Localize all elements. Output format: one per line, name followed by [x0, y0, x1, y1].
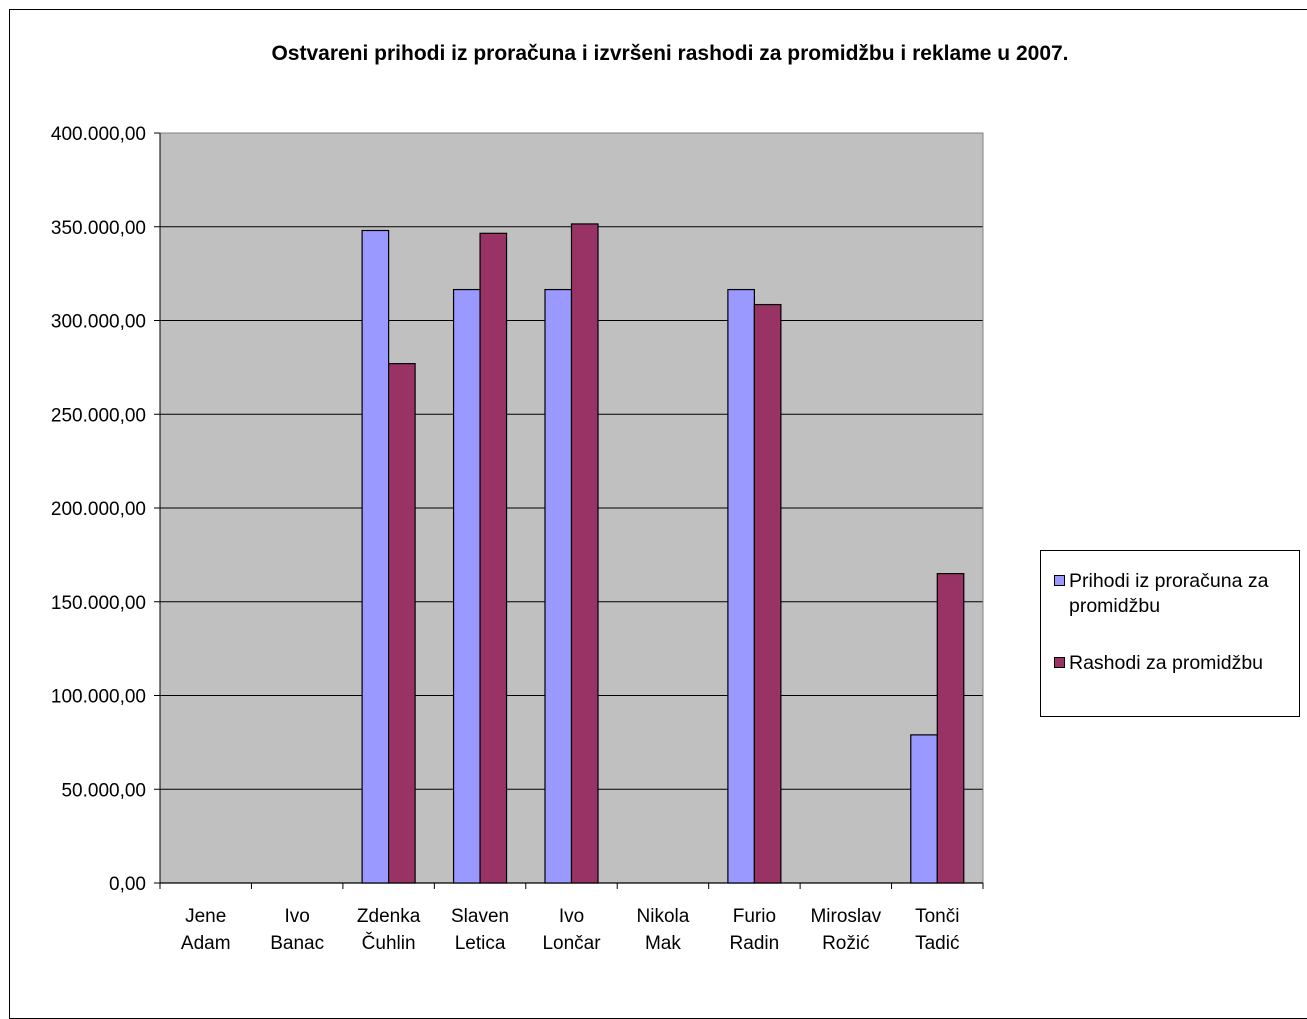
legend-item-rashodi: Rashodi za promidžbu [1054, 651, 1294, 676]
legend-item-prihodi: Prihodi iz proračuna za promidžbu [1054, 569, 1294, 619]
x-tick-label: Lončar [542, 933, 601, 954]
bar-rashodi [388, 363, 416, 884]
bar-rashodi [936, 573, 965, 884]
legend-swatch-prihodi [1054, 575, 1065, 586]
x-tick-label: Tonči [915, 906, 959, 927]
x-tick-label: Mak [645, 933, 681, 954]
bar-prihodi [361, 229, 390, 884]
x-tick-label: Tadić [915, 933, 959, 954]
x-tick-label: Jene [185, 906, 226, 927]
x-tick-label: Furio [733, 906, 776, 927]
bar-prihodi [727, 288, 755, 884]
x-tick-label: Slaven [451, 906, 509, 927]
x-tick-label: Miroslav [810, 906, 881, 927]
y-tick-label: 300.000,00 [51, 312, 146, 333]
bar-rashodi [753, 303, 782, 884]
y-tick-label: 400.000,00 [51, 124, 146, 145]
bar-prihodi [452, 288, 481, 884]
x-tick-label: Rožić [822, 933, 870, 954]
y-tick-label: 100.000,00 [51, 687, 146, 708]
y-tick-label: 50.000,00 [61, 780, 146, 801]
x-tick-label: Radin [730, 933, 780, 954]
legend-label-prihodi: Prihodi iz proračuna za promidžbu [1069, 570, 1269, 617]
x-tick-label: Letica [455, 933, 506, 954]
y-tick-label: 200.000,00 [51, 499, 146, 520]
legend-swatch-rashodi [1054, 657, 1065, 668]
x-tick-label: Ivo [559, 906, 584, 927]
x-tick-label: Čuhlin [362, 932, 416, 954]
legend-label-rashodi: Rashodi za promidžbu [1069, 652, 1264, 674]
bar-prihodi [910, 734, 938, 884]
y-tick-label: 350.000,00 [51, 218, 146, 239]
y-tick-label: 0,00 [109, 874, 146, 895]
bar-rashodi [479, 232, 508, 884]
chart-title: Ostvareni prihodi iz proračuna i izvršen… [271, 42, 1069, 65]
bar-rashodi [570, 223, 599, 884]
x-tick-label: Zdenka [357, 906, 421, 927]
x-tick-label: Ivo [284, 906, 309, 927]
x-tick-label: Nikola [637, 906, 690, 927]
legend: Prihodi iz proračuna za promidžbu Rashod… [1040, 550, 1300, 717]
bar-prihodi [544, 288, 573, 884]
x-tick-label: Adam [181, 933, 231, 954]
y-tick-label: 250.000,00 [51, 405, 146, 426]
x-tick-label: Banac [270, 933, 324, 954]
y-tick-label: 150.000,00 [51, 593, 146, 614]
